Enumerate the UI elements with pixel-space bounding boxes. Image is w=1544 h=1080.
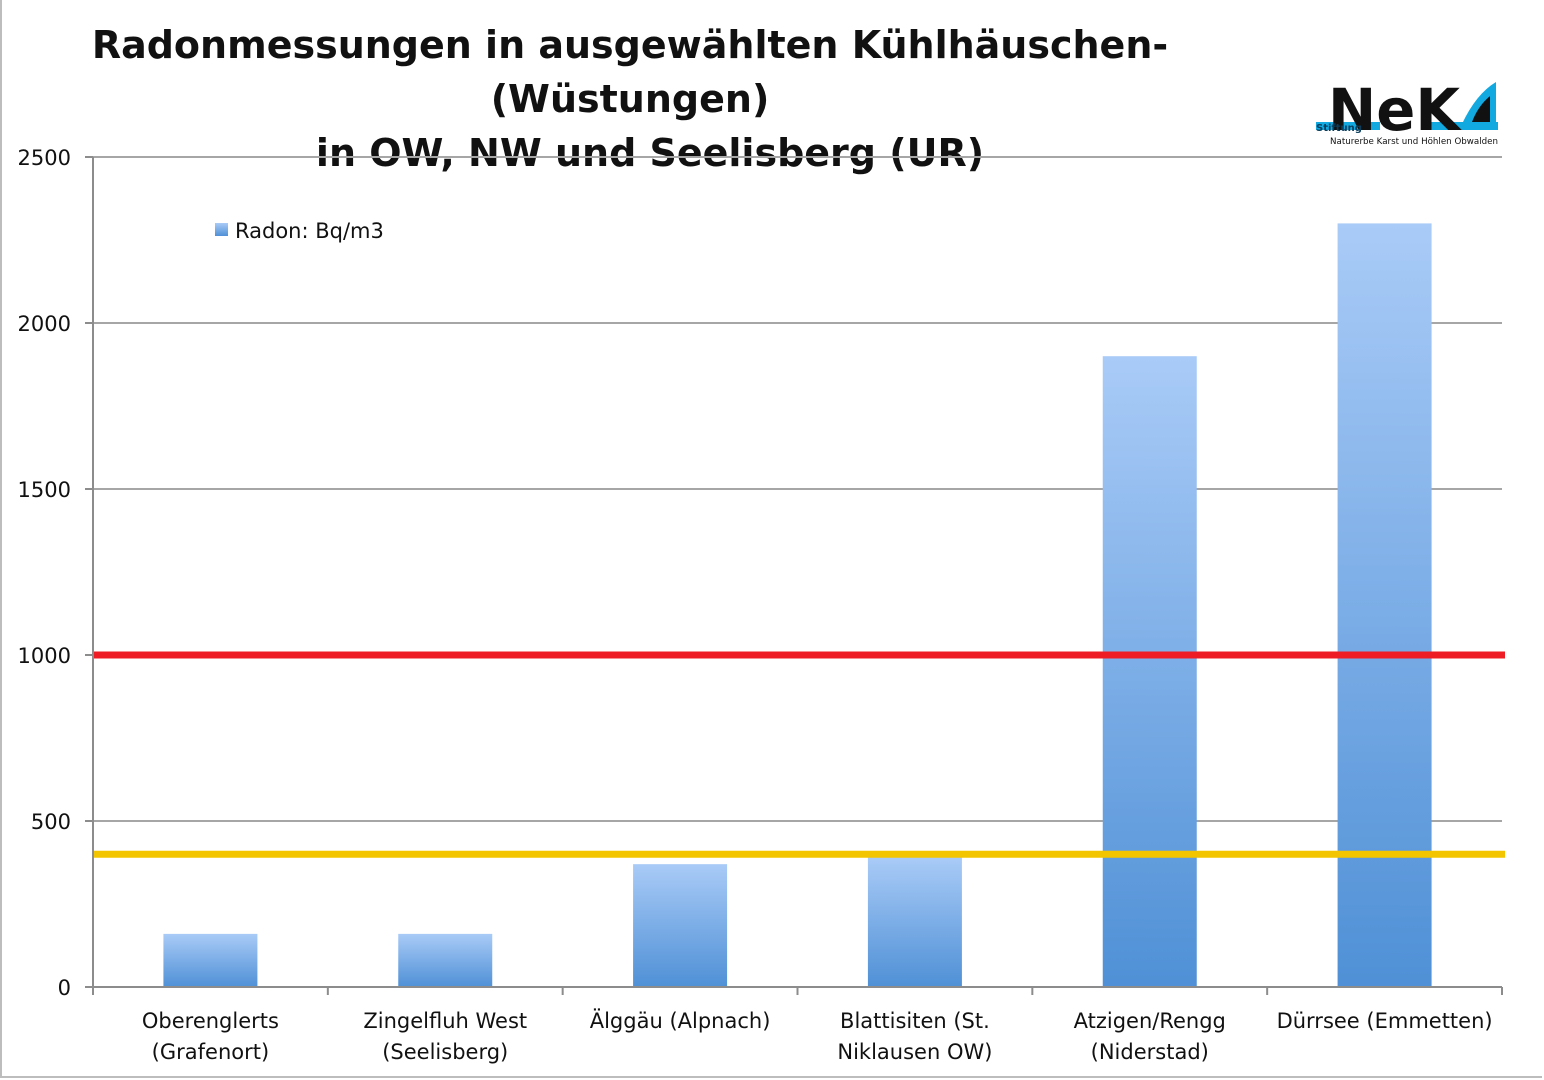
y-tick-label: 500 xyxy=(31,810,71,834)
axes xyxy=(92,157,1503,995)
x-tick-label: Oberenglerts xyxy=(142,1009,279,1033)
bars xyxy=(163,223,1432,987)
nek-logo: NeK Stiftung Naturerbe Karst und Höhlen … xyxy=(1312,76,1502,148)
x-tick-label: Niklausen OW) xyxy=(837,1040,992,1064)
y-tick-label: 2000 xyxy=(18,312,71,336)
reference-lines xyxy=(93,651,1505,858)
logo-cave-icon xyxy=(1472,96,1490,122)
x-tick-label: (Grafenort) xyxy=(152,1040,270,1064)
y-tick-label: 1500 xyxy=(18,478,71,502)
logo-caption: Naturerbe Karst und Höhlen Obwalden xyxy=(1330,137,1498,147)
bar xyxy=(633,864,728,987)
logo-brand-text: NeK xyxy=(1328,76,1462,144)
y-axis-ticks: 0 500 1000 1500 2000 2500 xyxy=(18,146,93,1000)
x-tick-label: (Seelisberg) xyxy=(382,1040,508,1064)
chart-title-line-2: in OW, NW und Seelisberg (UR) xyxy=(315,131,985,175)
bar xyxy=(1337,223,1432,987)
x-tick-label: Dürrsee (Emmetten) xyxy=(1277,1009,1493,1033)
y-tick-label: 1000 xyxy=(18,644,71,668)
logo-accent-bar-right xyxy=(1430,122,1498,130)
legend-swatch xyxy=(215,223,228,236)
x-axis-labels: Oberenglerts (Grafenort) Zingelfluh West (S… xyxy=(142,1008,1493,1064)
y-tick-label: 0 xyxy=(58,976,71,1000)
x-tick-label: Zingelfluh West xyxy=(363,1009,527,1033)
bar xyxy=(867,857,962,987)
bar xyxy=(163,933,258,987)
legend-label: Radon: Bq/m3 xyxy=(235,219,384,243)
chart-title-line-1: Radonmessungen in ausgewählten Kühlhäusc… xyxy=(91,23,1169,121)
bar xyxy=(1102,356,1197,987)
x-tick-label: Blattisiten (St. xyxy=(840,1009,990,1033)
bar xyxy=(398,933,493,987)
x-tick-label: (Niderstad) xyxy=(1091,1040,1209,1064)
logo-accent-bar-left xyxy=(1316,122,1380,130)
logo-small-text: Stiftung xyxy=(1316,123,1362,134)
grid-lines xyxy=(93,156,1502,822)
legend: Radon: Bq/m3 xyxy=(215,219,384,243)
x-tick-label: Älggäu (Alpnach) xyxy=(590,1008,771,1033)
x-tick-label: Atzigen/Rengg xyxy=(1074,1009,1226,1033)
chart-title: Radonmessungen in ausgewählten Kühlhäusc… xyxy=(0,18,1260,180)
y-tick-label: 2500 xyxy=(18,146,71,170)
